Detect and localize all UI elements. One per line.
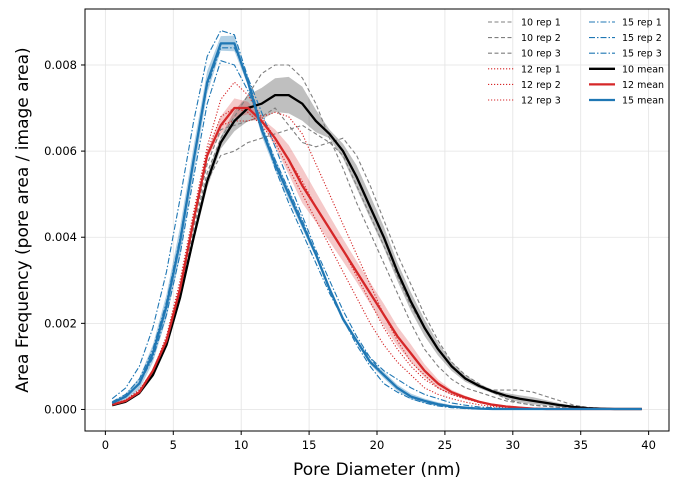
legend-label: 15 rep 1 [622,18,662,29]
legend-label: 10 rep 2 [521,33,561,44]
legend-label: 10 rep 1 [521,18,561,29]
x-tick-label: 0 [102,438,109,452]
series-line-12-rep-1 [112,81,642,410]
x-tick-label: 30 [505,438,520,452]
x-tick-label: 15 [302,438,317,452]
legend-label: 12 rep 1 [521,64,561,75]
series-line-15-mean [111,42,642,411]
x-tick-label: 20 [370,438,385,452]
y-axis-label: Area Frequency (pore area / image area) [13,47,33,392]
y-tick-label: 0.002 [44,316,77,330]
legend-label: 12 rep 3 [521,96,561,107]
y-tick-label: 0.000 [44,402,77,416]
legend-label: 10 rep 3 [521,49,561,60]
x-tick-label: 40 [641,438,656,452]
x-axis-label: Pore Diameter (nm) [293,460,461,480]
x-tick-label: 10 [234,438,249,452]
x-tick-label: 5 [170,438,177,452]
x-tick-label: 35 [573,438,588,452]
legend-label: 15 rep 2 [622,33,662,44]
legend-label: 12 rep 2 [521,80,561,91]
y-tick-label: 0.006 [44,144,77,158]
series-line-10-mean [111,93,642,411]
legend-label: 12 mean [622,80,664,91]
y-tick-label: 0.004 [44,230,77,244]
legend-label: 15 mean [622,96,664,107]
legend-label: 10 mean [622,64,664,75]
series-lines [111,29,642,411]
legend: 10 rep 1 10 rep 2 10 rep 3 12 rep 1 12 rep 2… [488,18,664,107]
y-tick-label: 0.008 [44,58,77,72]
series-line-15-rep-1 [111,29,642,410]
axis-ticks: 0 5 10 15 20 25 30 35 40 0.000 0.002 0.004 0.006 0.00… [44,58,656,452]
x-tick-label: 25 [438,438,453,452]
series-line-10-rep-3 [112,107,642,410]
legend-label: 15 rep 3 [622,49,662,60]
